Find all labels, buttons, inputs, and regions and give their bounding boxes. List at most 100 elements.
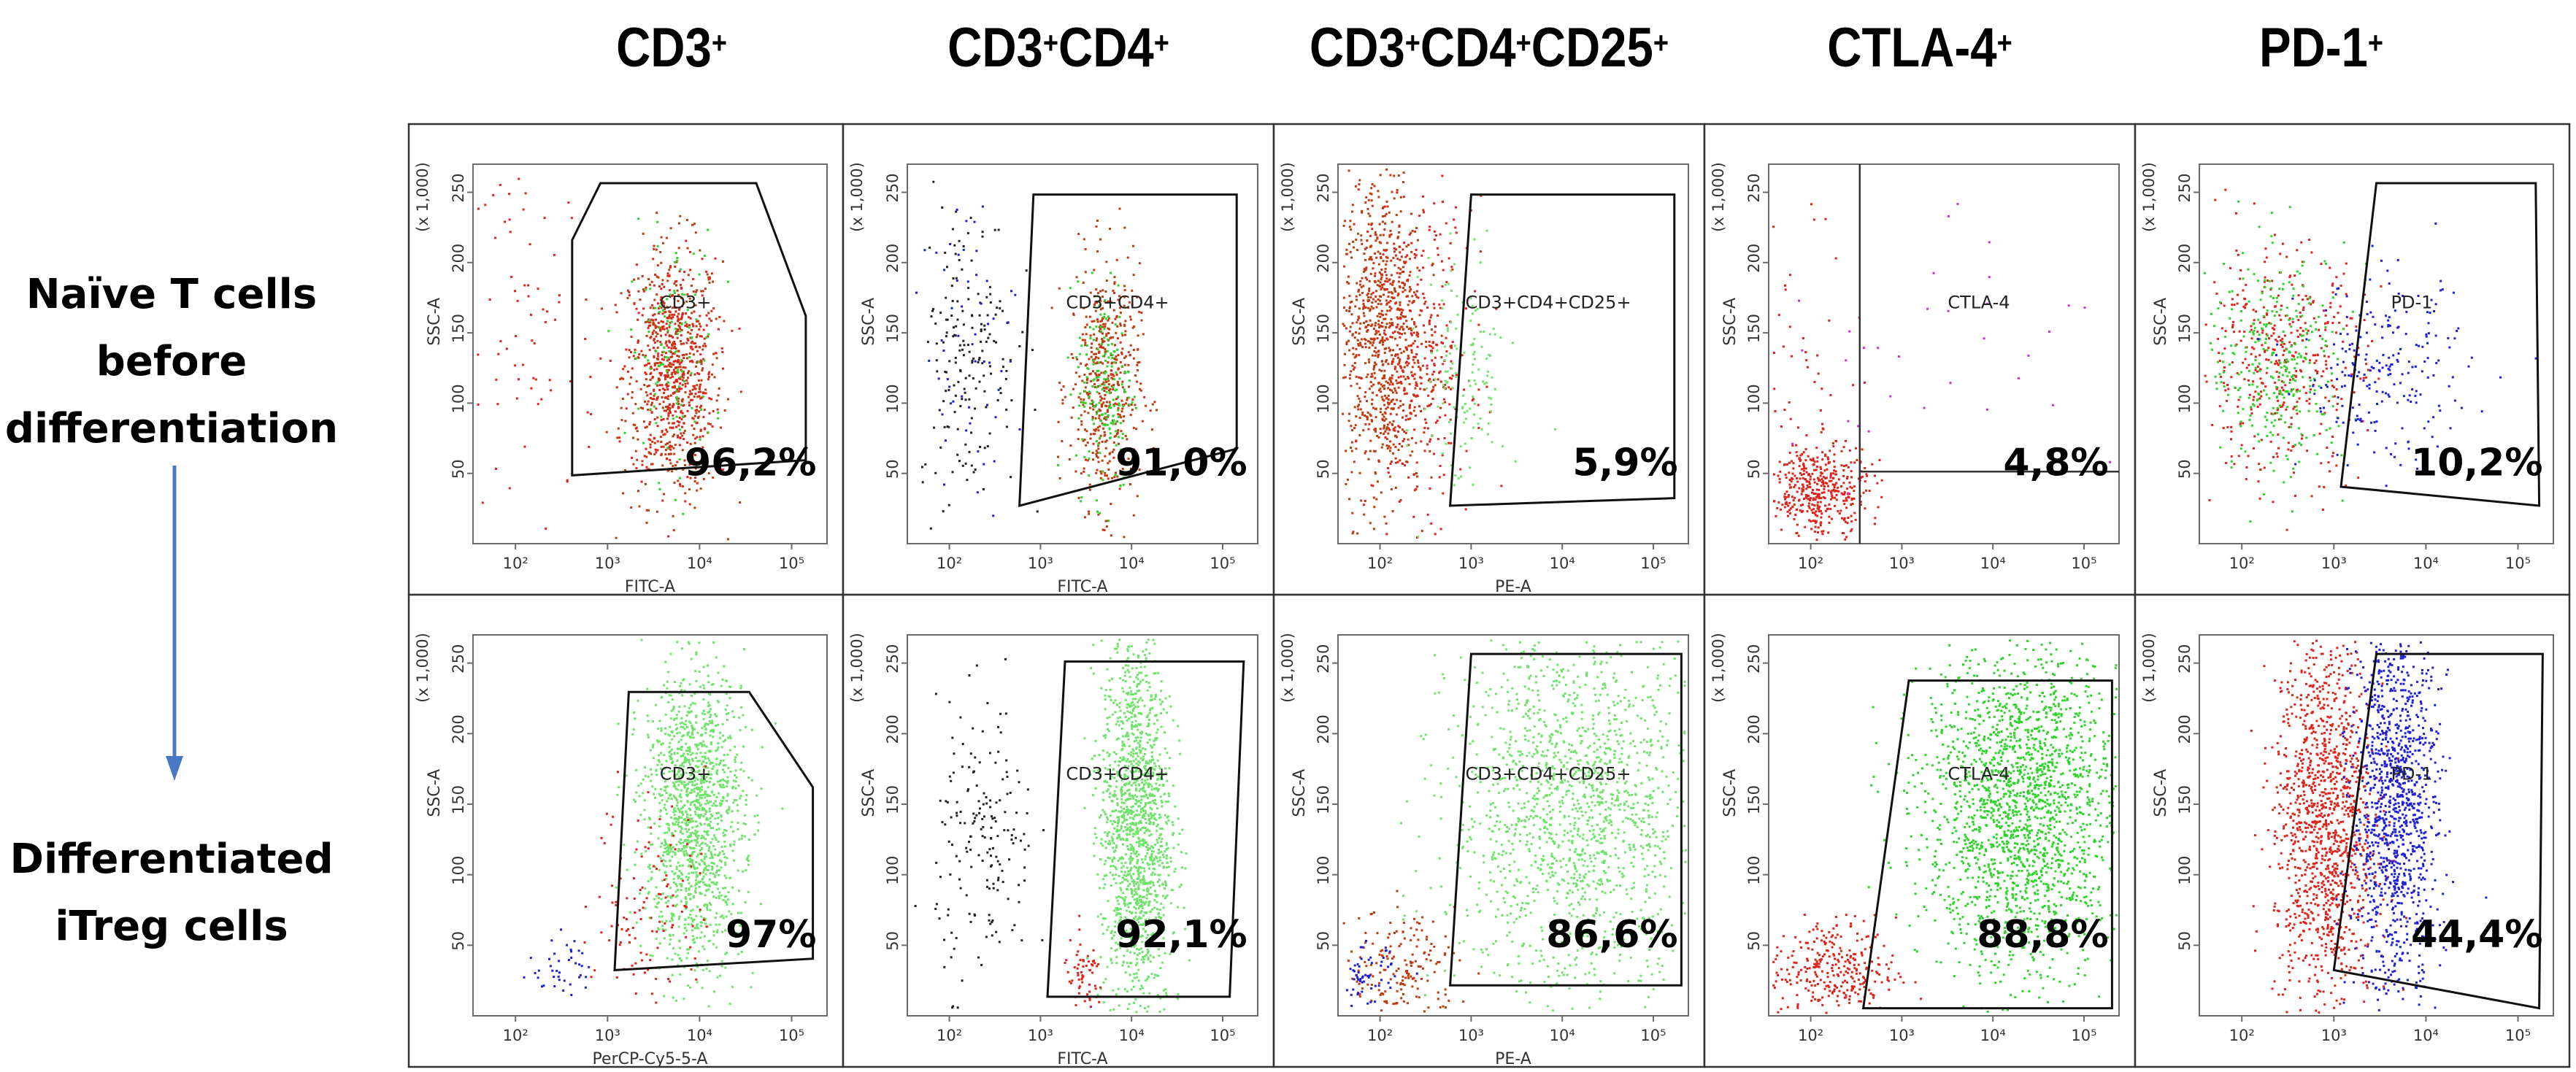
event-dot [2320,386,2323,389]
event-dot [687,396,690,398]
event-dot [682,485,684,487]
header-sup: + [1653,26,1669,60]
event-dot [1138,310,1141,313]
event-dot [477,403,480,406]
event-dot [2284,421,2287,424]
event-dot [1383,515,1386,518]
event-dot [1450,360,1453,363]
event-dot [1372,291,1374,294]
event-dot [2277,433,2280,436]
event-dot [972,357,975,360]
event-dot [1358,354,1361,357]
event-dot [1088,488,1091,491]
event-dot [1434,331,1437,333]
event-dot [1388,378,1391,381]
event-dot [1407,355,1410,358]
event-dot [668,289,671,292]
event-dot [666,442,669,445]
event-dot [1096,411,1098,414]
event-dot [1377,382,1380,385]
event-dot [1844,439,1847,442]
event-dot [1815,447,1818,450]
event-dot [1854,518,1857,521]
event-dot [2331,291,2334,294]
event-dot [1385,407,1388,410]
event-dot [1440,260,1443,263]
event-dot [1115,444,1118,447]
event-dot [666,469,669,472]
event-dot [1358,434,1361,436]
event-dot [1413,428,1416,431]
event-dot [1466,409,1469,412]
event-dot [660,334,663,337]
event-dot [1370,419,1373,422]
event-dot [661,325,664,328]
event-dot [2293,358,2296,360]
event-dot [1387,387,1390,390]
event-dot [1104,325,1107,328]
event-dot [1455,374,1458,377]
event-dot [2309,388,2312,391]
event-dot [1407,328,1410,331]
event-dot [970,417,973,420]
event-dot [2304,328,2307,331]
event-dot [1128,301,1131,304]
event-dot [686,337,689,340]
event-dot [1811,503,1814,506]
event-dot [1391,322,1393,325]
event-dot [1814,498,1817,501]
event-dot [1780,425,1783,428]
event-dot [696,372,699,374]
event-dot [710,272,713,275]
event-dot [1120,312,1122,315]
event-dot [1403,242,1405,244]
event-dot [666,374,669,377]
event-dot [1805,434,1808,437]
event-dot [1823,491,1826,494]
event-dot [2279,361,2282,364]
x-tick-label: 10⁴ [2413,555,2439,572]
event-dot [1514,460,1517,463]
event-dot [1809,486,1812,489]
event-dot [1415,381,1418,384]
event-dot [1374,324,1377,327]
scatter-points [2203,188,2537,531]
event-dot [1383,432,1385,435]
event-dot [1418,366,1420,369]
event-dot [642,232,645,235]
plot-area-border [907,163,1258,544]
event-dot [723,764,725,767]
event-dot [967,298,970,301]
event-dot [696,436,699,439]
event-dot [1804,478,1807,481]
event-dot [1793,486,1796,488]
event-dot [1846,487,1849,490]
event-dot [710,320,712,323]
event-dot [2248,418,2251,421]
event-dot [644,426,647,429]
event-dot [666,327,669,330]
event-dot [1356,298,1358,301]
event-dot [688,748,691,751]
event-dot [2286,406,2289,409]
event-dot [688,460,691,463]
event-dot [1788,401,1791,404]
event-dot [675,261,678,263]
event-dot [664,308,666,311]
event-dot [1348,310,1350,312]
event-dot [1832,445,1835,448]
event-dot [1086,367,1089,370]
event-dot [633,301,636,304]
event-dot [698,328,701,331]
event-dot [1400,313,1402,316]
event-dot [2423,464,2426,467]
event-dot [616,436,619,439]
event-dot [2325,384,2328,387]
event-dot [2370,366,2373,369]
y-axis-unit: (x 1,000) [414,633,431,703]
event-dot [1412,327,1415,330]
event-dot [1453,344,1456,347]
event-dot [1101,479,1104,482]
event-dot [645,482,647,485]
event-dot [1423,388,1426,391]
